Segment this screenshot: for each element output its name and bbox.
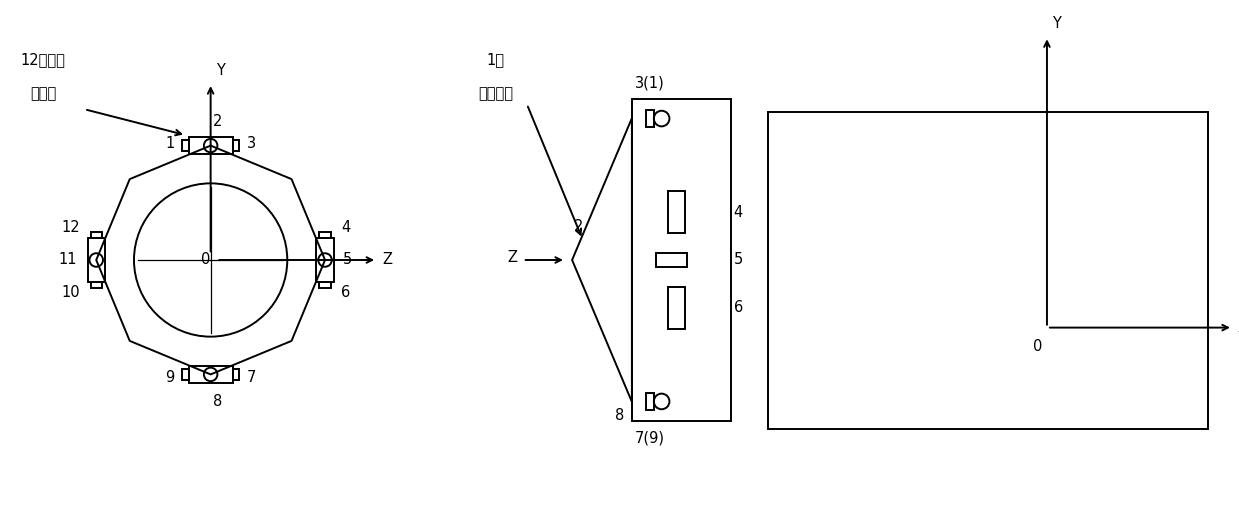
Text: 3: 3: [247, 136, 256, 150]
Text: 8: 8: [213, 394, 223, 409]
Text: 2: 2: [574, 219, 584, 233]
Text: 12: 12: [61, 220, 79, 235]
Bar: [182, 369, 188, 380]
Bar: [188, 137, 233, 154]
Bar: [632, 99, 731, 421]
Bar: [646, 393, 654, 410]
Text: 4: 4: [733, 205, 743, 219]
Bar: [668, 191, 685, 233]
Bar: [316, 238, 333, 282]
Text: 5: 5: [343, 253, 352, 267]
Bar: [233, 369, 239, 380]
Text: 7(9): 7(9): [634, 431, 664, 446]
Text: 2: 2: [213, 114, 223, 129]
Bar: [188, 366, 233, 383]
Bar: [90, 282, 102, 288]
Bar: [182, 140, 188, 151]
Text: 0: 0: [1033, 339, 1042, 354]
Bar: [90, 232, 102, 238]
Bar: [320, 232, 331, 238]
Text: 10: 10: [61, 284, 79, 300]
Text: 6: 6: [733, 301, 743, 315]
Text: Z: Z: [508, 250, 518, 265]
Text: 0: 0: [201, 253, 211, 267]
Text: 5: 5: [733, 253, 743, 267]
Text: 6: 6: [342, 284, 351, 300]
Text: 4: 4: [342, 220, 351, 235]
Text: Z: Z: [382, 253, 393, 267]
Text: 11: 11: [58, 253, 77, 267]
Text: 3(1): 3(1): [634, 76, 664, 91]
Bar: [320, 282, 331, 288]
Bar: [668, 287, 685, 329]
Text: 7: 7: [247, 370, 256, 384]
Text: 12路姿控: 12路姿控: [21, 53, 66, 67]
Text: Y: Y: [1052, 16, 1061, 31]
Text: 1: 1: [165, 136, 175, 150]
Text: 1路: 1路: [487, 53, 504, 67]
Bar: [655, 253, 686, 267]
Text: 主发动机: 主发动机: [478, 86, 513, 101]
Text: 9: 9: [165, 370, 175, 384]
Bar: [233, 140, 239, 151]
Text: 8: 8: [615, 409, 624, 423]
Text: 发动机: 发动机: [30, 86, 57, 101]
Bar: [88, 238, 105, 282]
Text: Y: Y: [216, 63, 224, 78]
Bar: [768, 112, 1208, 429]
Bar: [646, 110, 654, 127]
